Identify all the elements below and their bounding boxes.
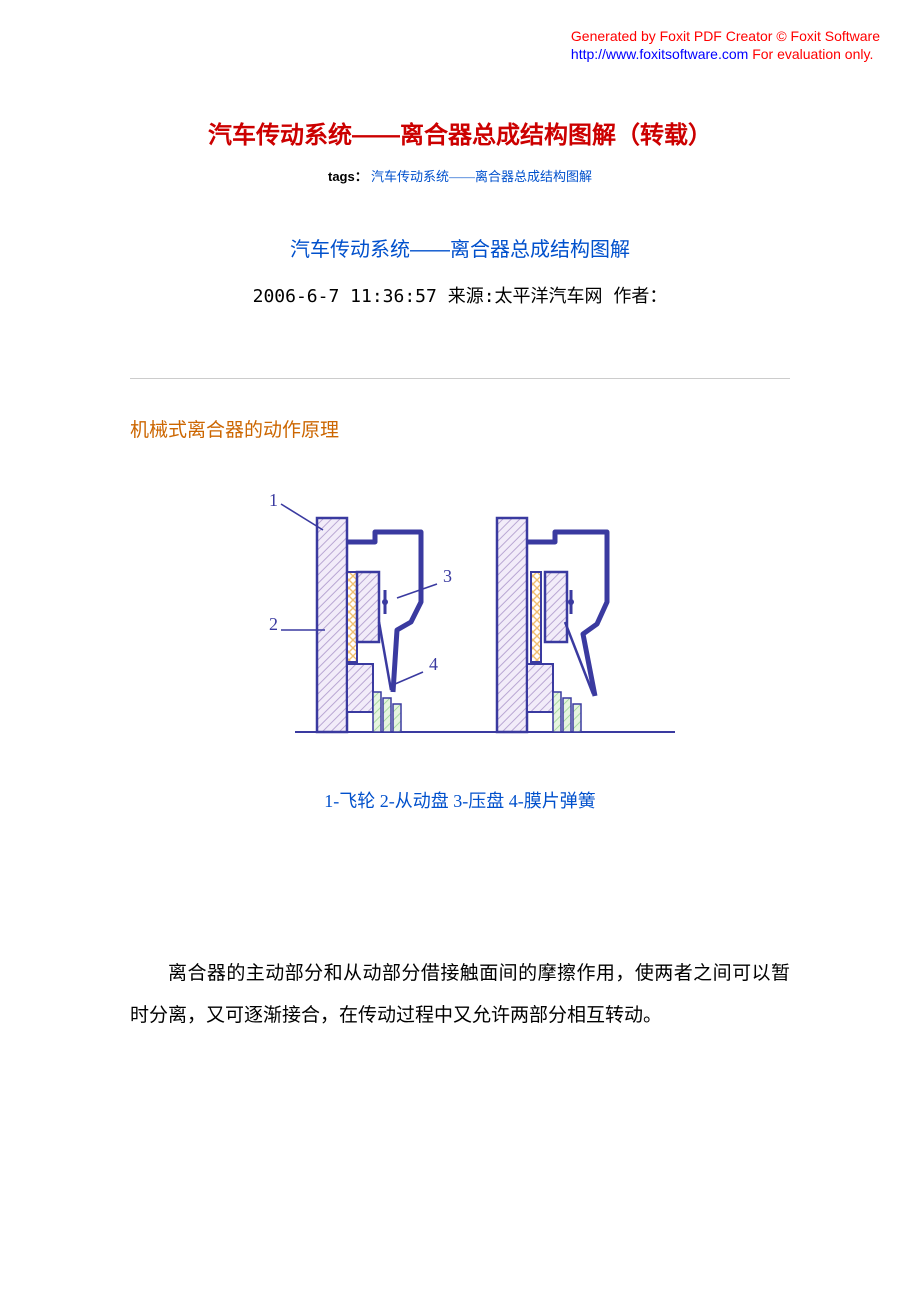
svg-text:4: 4	[429, 654, 438, 674]
watermark-line1: Generated by Foxit PDF Creator © Foxit S…	[571, 28, 880, 46]
svg-text:2: 2	[269, 614, 278, 634]
clutch-svg: 1 2 3 4	[225, 472, 695, 752]
subtitle: 汽车传动系统——离合器总成结构图解	[130, 233, 790, 262]
svg-text:3: 3	[443, 566, 452, 586]
figure-caption: 1-飞轮 2-从动盘 3-压盘 4-膜片弹簧	[130, 787, 790, 813]
divider	[130, 378, 790, 379]
watermark-url: http://www.foxitsoftware.com	[571, 46, 748, 62]
tags-label: tags：	[328, 169, 368, 184]
content-area: 汽车传动系统——离合器总成结构图解（转载） tags： 汽车传动系统——离合器总…	[130, 115, 790, 1037]
svg-text:1: 1	[269, 490, 278, 510]
clutch-diagram: 1 2 3 4	[130, 472, 790, 757]
pdf-watermark: Generated by Foxit PDF Creator © Foxit S…	[571, 28, 880, 63]
watermark-tail: For evaluation only.	[748, 46, 873, 62]
section-heading: 机械式离合器的动作原理	[130, 415, 790, 442]
body-paragraph: 离合器的主动部分和从动部分借接触面间的摩擦作用，使两者之间可以暂时分离，又可逐渐…	[130, 953, 790, 1037]
watermark-line2: http://www.foxitsoftware.com For evaluat…	[571, 46, 880, 64]
tags-line: tags： 汽车传动系统——离合器总成结构图解	[130, 166, 790, 185]
tags-link[interactable]: 汽车传动系统——离合器总成结构图解	[371, 169, 592, 184]
meta-line: 2006-6-7 11:36:57 来源:太平洋汽车网 作者：	[130, 282, 790, 308]
page-root: Generated by Foxit PDF Creator © Foxit S…	[0, 0, 920, 1301]
main-title: 汽车传动系统——离合器总成结构图解（转载）	[130, 115, 790, 150]
